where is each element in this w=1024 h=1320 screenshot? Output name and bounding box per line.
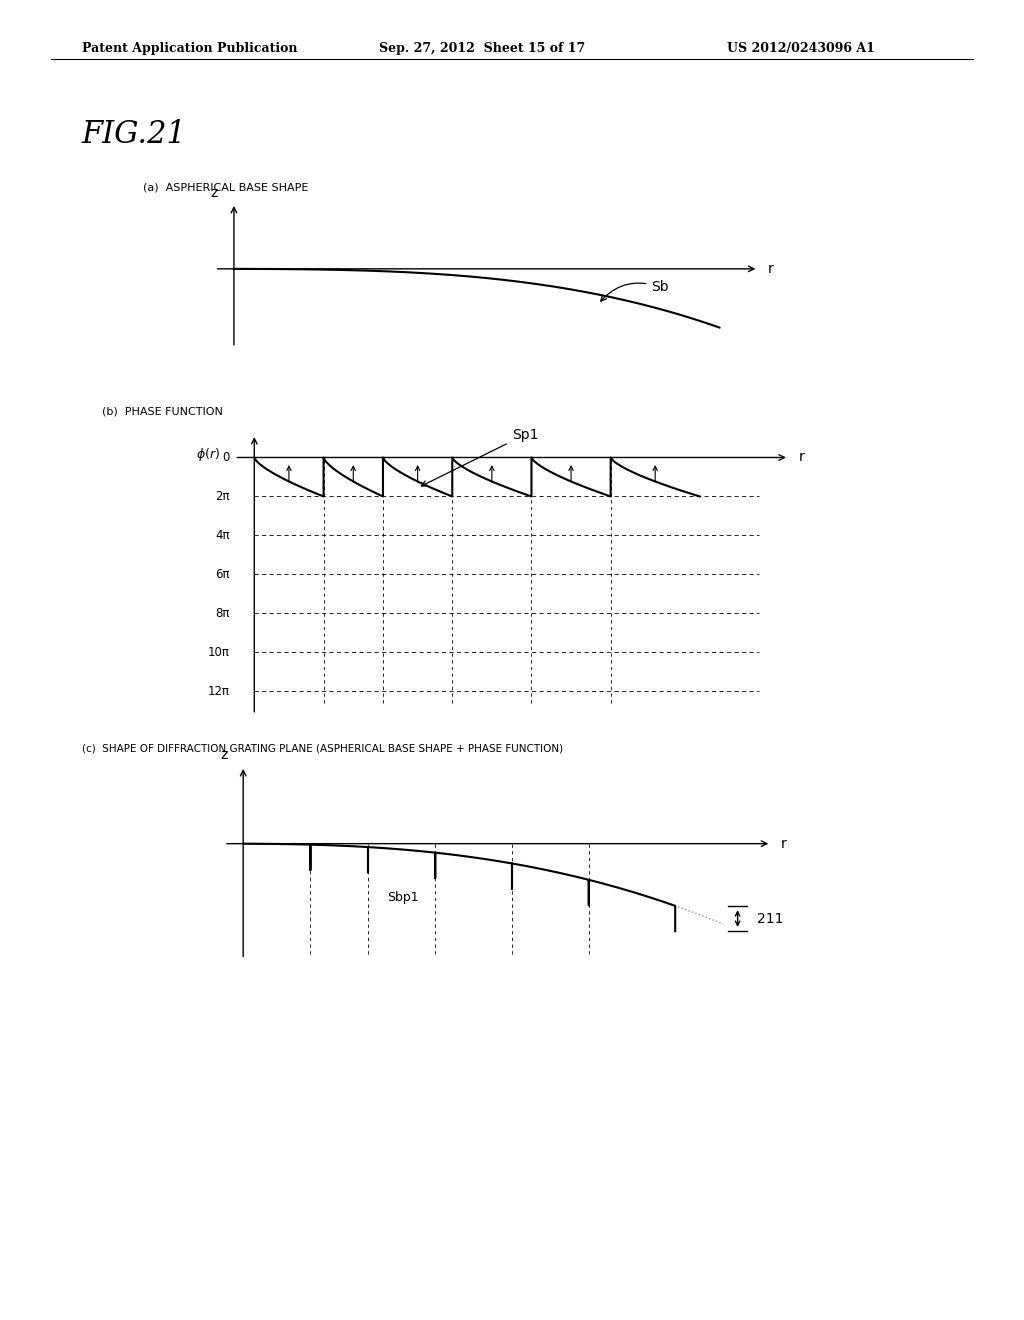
- Text: 0: 0: [222, 451, 229, 463]
- Text: US 2012/0243096 A1: US 2012/0243096 A1: [727, 42, 874, 55]
- Text: Patent Application Publication: Patent Application Publication: [82, 42, 297, 55]
- Text: 8π: 8π: [215, 607, 229, 620]
- Text: r: r: [799, 450, 805, 465]
- Text: r: r: [768, 261, 774, 276]
- Text: z: z: [211, 186, 218, 201]
- Text: (b)  PHASE FUNCTION: (b) PHASE FUNCTION: [102, 407, 223, 417]
- Text: z: z: [220, 748, 227, 762]
- Text: (a)  ASPHERICAL BASE SHAPE: (a) ASPHERICAL BASE SHAPE: [143, 182, 308, 193]
- Text: r: r: [781, 837, 786, 850]
- Text: 2π: 2π: [215, 490, 229, 503]
- Text: Sp1: Sp1: [421, 428, 539, 486]
- Text: 10π: 10π: [208, 645, 229, 659]
- Text: FIG.21: FIG.21: [82, 119, 186, 149]
- Text: 6π: 6π: [215, 568, 229, 581]
- Text: (c)  SHAPE OF DIFFRACTION GRATING PLANE (ASPHERICAL BASE SHAPE + PHASE FUNCTION): (c) SHAPE OF DIFFRACTION GRATING PLANE (…: [82, 743, 563, 754]
- Text: Sep. 27, 2012  Sheet 15 of 17: Sep. 27, 2012 Sheet 15 of 17: [379, 42, 585, 55]
- Text: 4π: 4π: [215, 529, 229, 543]
- Text: $\phi(r)$: $\phi(r)$: [196, 446, 220, 463]
- Text: Sbp1: Sbp1: [387, 891, 419, 904]
- Text: 211: 211: [757, 912, 783, 925]
- Text: Sb: Sb: [601, 280, 669, 301]
- Text: 12π: 12π: [208, 685, 229, 698]
